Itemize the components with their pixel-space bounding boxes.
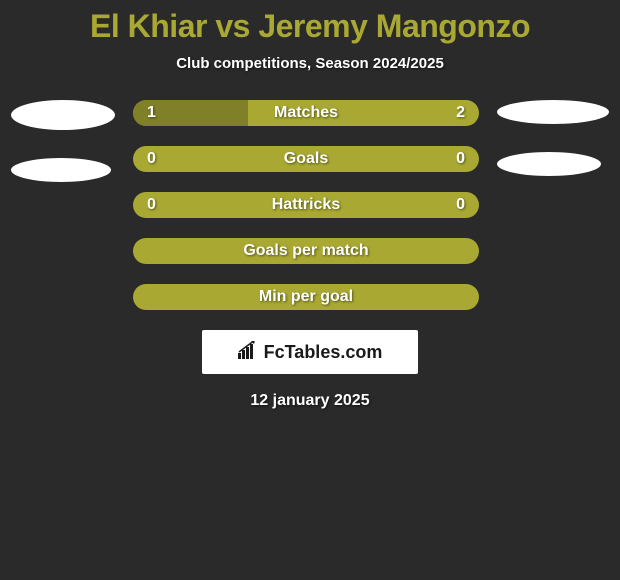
main-area: 1Matches20Goals00Hattricks0Goals per mat… bbox=[0, 100, 620, 310]
date-text: 12 january 2025 bbox=[250, 392, 369, 410]
logo-text: FcTables.com bbox=[238, 341, 383, 364]
page-title: El Khiar vs Jeremy Mangonzo bbox=[90, 8, 530, 45]
comparison-card: El Khiar vs Jeremy Mangonzo Club competi… bbox=[0, 0, 620, 410]
stat-label: Hattricks bbox=[133, 196, 479, 214]
stat-bar-hattricks: 0Hattricks0 bbox=[133, 192, 479, 218]
subtitle: Club competitions, Season 2024/2025 bbox=[176, 55, 444, 72]
stat-bar-min-per-goal: Min per goal bbox=[133, 284, 479, 310]
stat-label: Min per goal bbox=[133, 288, 479, 306]
stat-bar-goals: 0Goals0 bbox=[133, 146, 479, 172]
stat-bar-matches: 1Matches2 bbox=[133, 100, 479, 126]
stat-right-value: 2 bbox=[456, 104, 465, 122]
player-left-avatar-0 bbox=[11, 100, 115, 130]
logo-label: FcTables.com bbox=[264, 342, 383, 363]
stat-right-value: 0 bbox=[456, 150, 465, 168]
stat-bars: 1Matches20Goals00Hattricks0Goals per mat… bbox=[133, 100, 479, 310]
player-right-avatar-1 bbox=[497, 152, 601, 176]
stat-label: Matches bbox=[133, 104, 479, 122]
stat-label: Goals bbox=[133, 150, 479, 168]
player-left-avatar-1 bbox=[11, 158, 111, 182]
source-logo: FcTables.com bbox=[202, 330, 418, 374]
stat-label: Goals per match bbox=[133, 242, 479, 260]
bar-chart-icon bbox=[238, 341, 260, 364]
left-avatar-col bbox=[11, 100, 115, 182]
right-avatar-col bbox=[497, 100, 609, 176]
stat-bar-goals-per-match: Goals per match bbox=[133, 238, 479, 264]
stat-right-value: 0 bbox=[456, 196, 465, 214]
player-right-avatar-0 bbox=[497, 100, 609, 124]
